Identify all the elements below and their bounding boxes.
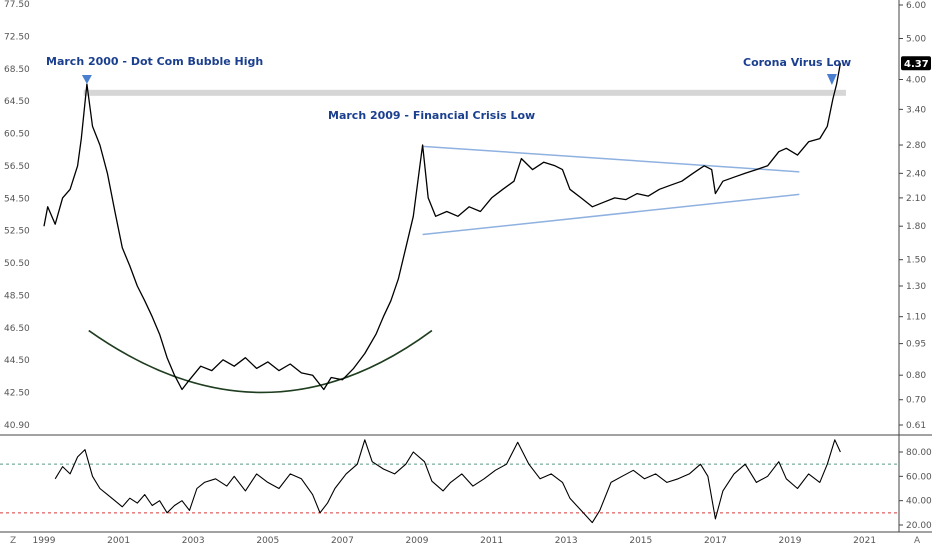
corner-left-label[interactable]: Z [10,536,16,546]
x-tick-label: 2005 [256,536,279,546]
x-tick-label: 2019 [779,536,802,546]
annotation-crisis: March 2009 - Financial Crisis Low [328,109,535,122]
right-tick-label: 1.10 [906,313,926,323]
right-tick-label: 6.00 [906,1,926,11]
left-axis: 77.50 72.50 68.50 64.50 60.50 56.50 54.50 52.50… [4,0,30,431]
right-tick-label: 1.80 [906,222,926,232]
left-tick-label: 77.50 [4,0,30,10]
dotcom-arrow-icon [81,75,92,84]
last-value-badge [901,56,931,71]
corner-right-label[interactable]: A [914,536,921,546]
upper-trendline [422,145,800,173]
left-tick-label: 50.50 [4,259,30,269]
right-tick-label: 2.80 [906,141,926,151]
right-tick-label: 0.70 [906,396,926,406]
x-tick-label: 2021 [853,536,876,546]
corona-arrow-icon [826,74,837,85]
x-tick-label: 2009 [406,536,429,546]
left-tick-label: 60.50 [4,130,30,140]
x-tick-label: 2001 [107,536,130,546]
left-tick-label: 42.50 [4,389,30,399]
right-tick-label: 2.10 [906,194,926,204]
x-tick-label: 2017 [704,536,727,546]
x-tick-label: 2015 [629,536,652,546]
right-tick-label: 0.80 [906,371,926,381]
x-tick-label: 1999 [33,536,56,546]
osc-tick-label: 60.00 [906,472,932,482]
x-tick-label: 2011 [480,536,503,546]
right-tick-label: 2.40 [906,169,926,179]
left-tick-label: 52.50 [4,227,30,237]
x-tick-label: 2013 [555,536,578,546]
x-tick-label: 2003 [182,536,205,546]
right-tick-label: 5.00 [906,34,926,44]
price-series-line [43,63,842,391]
left-tick-label: 46.50 [4,324,30,334]
right-tick-label: 1.30 [906,282,926,292]
right-tick-label: 0.61 [906,421,926,431]
annotation-corona: Corona Virus Low [743,56,851,69]
oscillator-axis: 80.00 60.00 40.00 20.00 [899,448,932,531]
right-axis: 6.00 5.00 4.00 3.40 2.80 2.40 2.10 1.80 1.50 1.30… [899,1,926,431]
lower-trendline [422,193,800,236]
left-tick-label: 72.50 [4,32,30,42]
osc-tick-label: 40.00 [906,497,932,507]
x-axis: 1999 2001 2003 2005 2007 2009 2011 2013 2015 2017… [33,536,877,546]
oscillator-series-line [54,439,841,524]
annotation-dotcom: March 2000 - Dot Com Bubble High [46,55,263,68]
left-tick-label: 54.50 [4,194,30,204]
left-tick-label: 40.90 [4,421,30,431]
osc-tick-label: 80.00 [906,448,932,458]
resistance-band [83,89,846,96]
cup-arc [88,329,433,394]
last-value-label: 4.37 [904,59,929,70]
left-tick-label: 56.50 [4,162,30,172]
right-tick-label: 0.95 [906,340,926,350]
right-tick-label: 1.50 [906,256,926,266]
left-tick-label: 48.50 [4,291,30,301]
right-tick-label: 3.40 [906,105,926,115]
left-tick-label: 64.50 [4,97,30,107]
left-tick-label: 68.50 [4,65,30,75]
osc-tick-label: 20.00 [906,521,932,531]
right-tick-label: 4.00 [906,75,926,85]
left-tick-label: 44.50 [4,356,30,366]
x-tick-label: 2007 [331,536,354,546]
